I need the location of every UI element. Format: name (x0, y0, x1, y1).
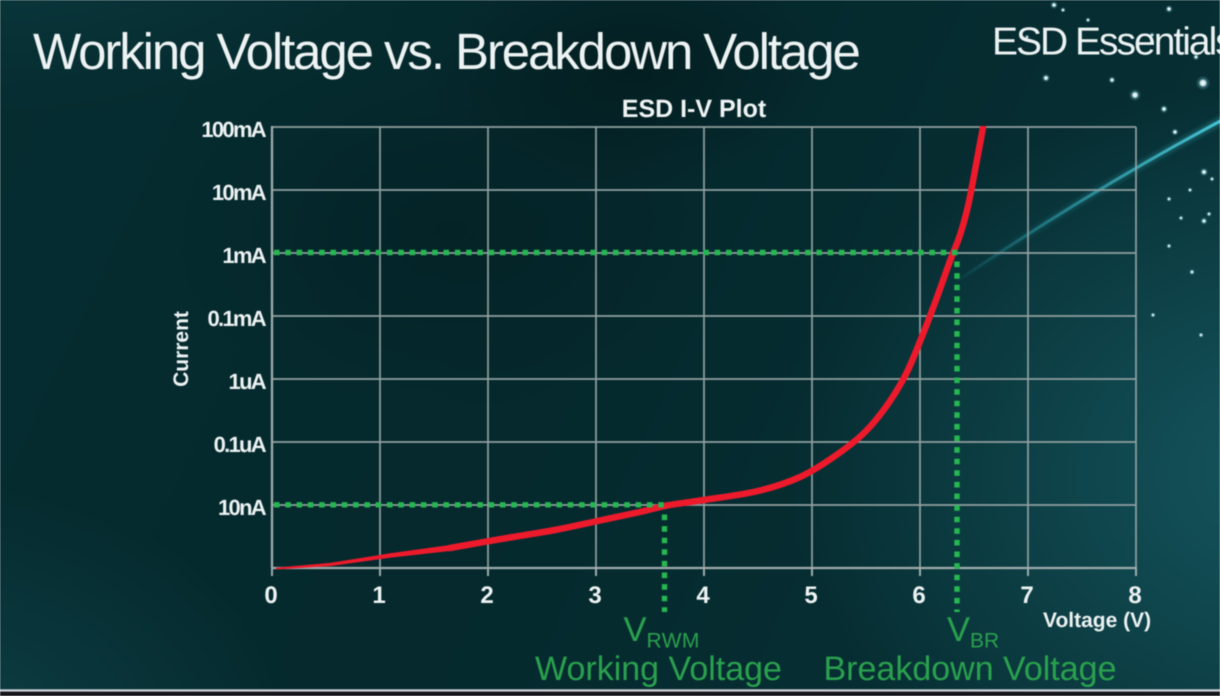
svg-text:1: 1 (372, 582, 385, 609)
svg-text:6: 6 (912, 582, 925, 609)
svg-text:ESD Essentials: ESD Essentials (992, 21, 1220, 64)
svg-text:Current: Current (170, 311, 193, 387)
svg-text:Voltage (V): Voltage (V) (1043, 609, 1151, 632)
svg-text:2: 2 (480, 582, 493, 609)
svg-text:ESD I-V Plot: ESD I-V Plot (622, 95, 767, 123)
svg-text:10nA: 10nA (218, 495, 267, 520)
svg-text:Breakdown Voltage: Breakdown Voltage (824, 650, 1117, 688)
svg-text:0: 0 (264, 582, 277, 609)
svg-text:0.1uA: 0.1uA (214, 432, 267, 457)
svg-text:VRWM: VRWM (624, 611, 700, 653)
svg-text:0.1mA: 0.1mA (207, 306, 266, 331)
svg-text:Working Voltage: Working Voltage (535, 650, 782, 688)
svg-text:1uA: 1uA (229, 369, 267, 394)
svg-text:10mA: 10mA (212, 180, 267, 205)
svg-text:8: 8 (1128, 582, 1141, 609)
svg-text:7: 7 (1020, 582, 1033, 609)
svg-text:1mA: 1mA (222, 243, 266, 268)
svg-text:4: 4 (696, 582, 710, 609)
svg-text:VBR: VBR (947, 611, 999, 653)
svg-text:3: 3 (588, 582, 601, 609)
svg-text:5: 5 (804, 582, 817, 609)
svg-text:Working Voltage vs. Breakdown: Working Voltage vs. Breakdown Voltage (33, 23, 859, 80)
svg-text:100mA: 100mA (201, 117, 266, 142)
